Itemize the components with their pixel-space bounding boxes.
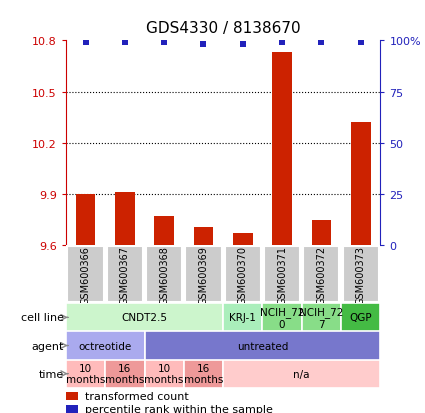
Text: QGP: QGP <box>349 313 372 323</box>
Bar <box>66 360 105 388</box>
Bar <box>272 53 292 246</box>
Text: transformed count: transformed count <box>85 391 189 401</box>
Text: KRJ-1: KRJ-1 <box>230 313 256 323</box>
Text: 10
months: 10 months <box>144 363 184 385</box>
Text: percentile rank within the sample: percentile rank within the sample <box>85 404 272 413</box>
Point <box>239 42 246 49</box>
Bar <box>184 360 223 388</box>
Bar <box>144 332 380 360</box>
Text: 16
months: 16 months <box>184 363 223 385</box>
Text: GSM600370: GSM600370 <box>238 245 248 304</box>
Bar <box>262 304 302 332</box>
Bar <box>312 220 331 246</box>
Bar <box>115 193 135 246</box>
Text: NCIH_72
7: NCIH_72 7 <box>299 306 343 329</box>
Bar <box>66 304 223 332</box>
Text: GSM600366: GSM600366 <box>80 245 91 304</box>
Bar <box>223 360 380 388</box>
Text: 10
months: 10 months <box>66 363 105 385</box>
Bar <box>225 247 261 302</box>
Bar <box>351 123 371 246</box>
Bar <box>144 360 184 388</box>
Bar <box>264 247 300 302</box>
Bar <box>343 247 379 302</box>
Bar <box>76 195 95 246</box>
Bar <box>223 304 262 332</box>
Text: 16
months: 16 months <box>105 363 144 385</box>
Bar <box>146 247 182 302</box>
Text: GSM600369: GSM600369 <box>198 245 209 304</box>
Point <box>122 40 128 47</box>
Bar <box>154 217 174 246</box>
Bar <box>66 406 79 413</box>
Title: GDS4330 / 8138670: GDS4330 / 8138670 <box>146 21 300 36</box>
Point <box>82 40 89 47</box>
Text: CNDT2.5: CNDT2.5 <box>122 313 167 323</box>
Text: NCIH_72
0: NCIH_72 0 <box>260 306 304 329</box>
Point <box>318 40 325 47</box>
Bar <box>66 392 79 400</box>
Bar <box>68 247 104 302</box>
Text: GSM600371: GSM600371 <box>277 245 287 304</box>
Bar <box>66 332 144 360</box>
Point <box>279 40 286 47</box>
Text: GSM600367: GSM600367 <box>120 245 130 304</box>
Bar <box>303 247 340 302</box>
Text: time: time <box>39 369 64 379</box>
Bar <box>233 234 252 246</box>
Point <box>357 40 364 47</box>
Text: octreotide: octreotide <box>79 341 132 351</box>
Text: GSM600368: GSM600368 <box>159 245 169 304</box>
Text: untreated: untreated <box>237 341 288 351</box>
Point <box>161 40 167 47</box>
Text: GSM600373: GSM600373 <box>356 245 366 304</box>
Text: agent: agent <box>31 341 64 351</box>
Bar <box>107 247 143 302</box>
Point <box>200 42 207 49</box>
Text: n/a: n/a <box>294 369 310 379</box>
Text: GSM600372: GSM600372 <box>316 245 326 304</box>
Bar <box>185 247 221 302</box>
Bar <box>341 304 380 332</box>
Bar <box>302 304 341 332</box>
Text: cell line: cell line <box>21 313 64 323</box>
Bar <box>105 360 144 388</box>
Bar <box>194 227 213 246</box>
